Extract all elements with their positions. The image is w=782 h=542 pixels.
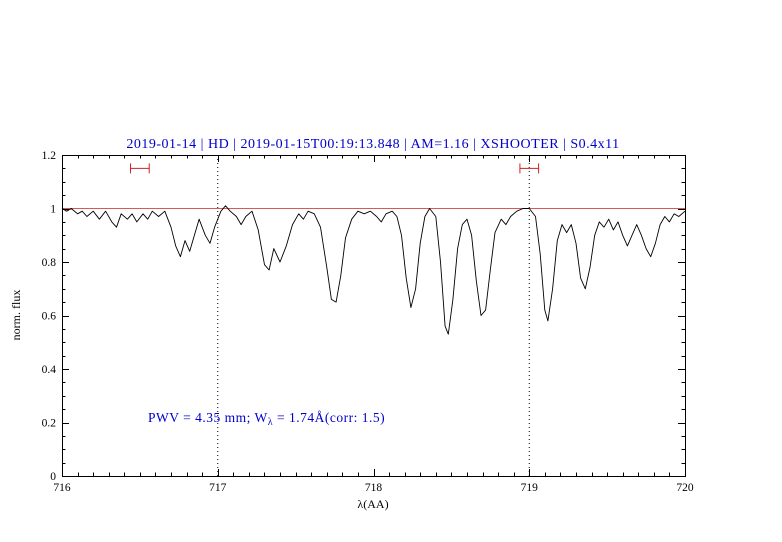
chart-title: 2019-01-14 | HD | 2019-01-15T00:19:13.84… — [126, 137, 619, 152]
x-tick-label: 720 — [676, 482, 694, 494]
y-tick-label: 0.8 — [42, 257, 57, 269]
pwv-annotation-subscript: λ — [268, 417, 273, 428]
x-axis-label: λ(AA) — [357, 497, 388, 511]
pwv-annotation-prefix: PWV = 4.35 mm; W — [148, 410, 268, 425]
y-tick-label: 1 — [50, 204, 56, 216]
y-axis-label: norm. flux — [9, 290, 23, 341]
axis-ticks — [62, 155, 686, 477]
axis-tick-labels: 716 717 718 719 720 0 0.2 0.4 0.6 0.8 1 1.2 — [42, 150, 694, 494]
y-tick-label: 0.6 — [42, 311, 57, 323]
plot-border — [62, 155, 686, 477]
x-tick-label: 718 — [365, 482, 383, 494]
y-tick-label: 0.4 — [42, 364, 57, 376]
pwv-annotation-suffix: = 1.74Å(corr: 1.5) — [273, 410, 385, 425]
x-tick-label: 717 — [209, 482, 227, 494]
y-tick-label: 1.2 — [42, 150, 57, 162]
reference-vlines — [217, 155, 530, 476]
pwv-annotation: PWV = 4.35 mm; Wλ = 1.74Å(corr: 1.5) — [148, 410, 385, 428]
plot-frame — [62, 155, 686, 477]
range-markers — [130, 163, 540, 174]
y-tick-label: 0.2 — [42, 418, 57, 430]
x-tick-label: 719 — [521, 482, 539, 494]
telluric-spectrum-line — [61, 205, 686, 335]
y-tick-label: 0 — [50, 471, 56, 483]
series-lines — [61, 205, 686, 335]
x-tick-label: 716 — [53, 482, 71, 494]
